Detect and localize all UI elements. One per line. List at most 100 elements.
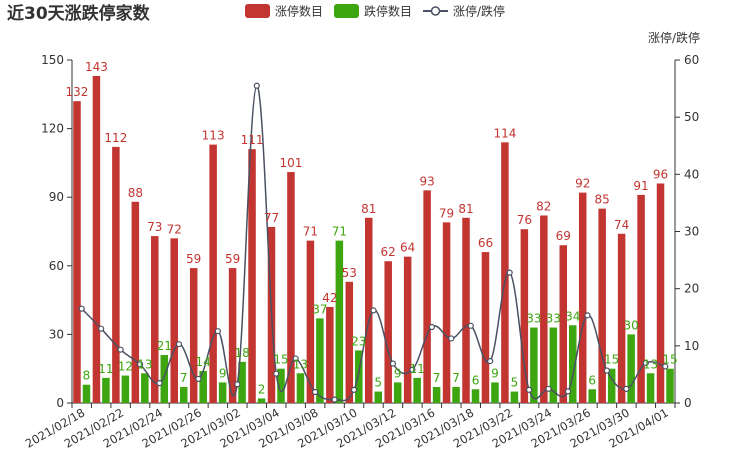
legend-swatch-limit-up — [245, 4, 270, 18]
bar-limit-down — [646, 373, 655, 403]
data-label-limit-up: 93 — [419, 174, 434, 188]
ratio-point — [662, 363, 669, 370]
data-label-limit-up: 113 — [202, 129, 225, 143]
ratio-point — [136, 361, 144, 368]
bar-limit-up — [403, 256, 412, 403]
right-axis-tick-label: 20 — [684, 282, 699, 296]
ratio-point — [234, 381, 241, 388]
data-label-limit-up: 85 — [595, 193, 610, 207]
data-label-limit-down: 13 — [293, 357, 308, 371]
data-label-limit-down: 6 — [472, 373, 480, 387]
ratio-line-path — [81, 84, 666, 402]
left-axis-tick-label: 60 — [49, 259, 64, 273]
data-label-limit-down: 11 — [410, 362, 425, 376]
data-label-limit-up: 53 — [342, 266, 357, 280]
bar-limit-down — [374, 391, 382, 403]
data-label-limit-up: 92 — [575, 177, 590, 191]
legend-label-ratio: 涨停/跌停 — [453, 4, 505, 19]
legend-item-limit-up[interactable]: 涨停数目 — [245, 4, 323, 19]
bar-limit-up — [345, 281, 354, 403]
ratio-point — [642, 359, 649, 367]
data-label-limit-up: 82 — [536, 199, 551, 213]
legend-label-limit-up: 涨停数目 — [275, 4, 323, 19]
bar-limit-up — [481, 252, 490, 403]
data-label-limit-down: 7 — [433, 371, 441, 385]
ratio-point — [273, 370, 280, 377]
bar-limit-down — [277, 368, 285, 403]
data-label-limit-up: 72 — [167, 222, 182, 236]
data-label-limit-up: 143 — [85, 60, 108, 74]
bar-limit-down — [355, 350, 363, 403]
data-label-limit-down: 15 — [662, 353, 677, 367]
data-label-limit-down: 71 — [332, 225, 347, 239]
ratio-point — [545, 385, 552, 392]
bar-limit-down — [218, 382, 227, 403]
bar-limit-up — [287, 172, 295, 403]
legend-item-limit-down[interactable]: 跌停数目 — [334, 4, 412, 19]
ratio-point — [175, 341, 183, 348]
data-label-limit-up: 96 — [653, 167, 668, 181]
ratio-point — [506, 269, 513, 276]
bar-limit-down — [316, 318, 324, 403]
bar-limit-down — [491, 382, 499, 403]
ratio-point — [623, 385, 630, 392]
bar-limit-up — [598, 208, 606, 403]
bar-limit-up — [384, 261, 392, 403]
data-label-limit-down: 7 — [180, 371, 188, 385]
right-axis-tick-label: 0 — [684, 396, 692, 410]
data-label-limit-up: 81 — [361, 202, 376, 216]
ratio-point — [253, 82, 260, 89]
data-label-limit-down: 7 — [452, 371, 460, 385]
data-label-limit-down: 5 — [374, 376, 382, 390]
data-label-limit-down: 18 — [234, 346, 249, 360]
bar-limit-up — [326, 306, 334, 403]
data-label-limit-up: 66 — [478, 236, 493, 250]
data-label-limit-down: 8 — [83, 369, 91, 383]
bar-limit-down — [452, 386, 460, 403]
bar-limit-up — [520, 229, 529, 403]
bar-limit-down — [432, 386, 441, 403]
bar-limit-up — [637, 194, 645, 403]
data-label-limit-up: 101 — [279, 156, 302, 170]
bar-limit-up — [423, 190, 431, 403]
bar-limit-up — [170, 238, 178, 403]
data-label-limit-up: 42 — [322, 291, 337, 305]
bars — [73, 76, 674, 404]
bar-limit-down — [569, 325, 577, 403]
bar-limit-up — [151, 236, 159, 403]
data-label-limit-down: 37 — [312, 302, 327, 316]
data-label-limit-down: 9 — [394, 366, 402, 380]
bar-limit-up — [578, 192, 587, 403]
bar-limit-down — [627, 334, 635, 403]
right-axis-tick-label: 60 — [684, 53, 699, 67]
ratio-point — [350, 386, 358, 393]
bar-limit-up — [92, 76, 101, 404]
data-label-limit-up: 77 — [264, 211, 279, 225]
ratio-point — [292, 355, 299, 362]
bar-limit-up — [501, 142, 509, 403]
ratio-point — [117, 346, 124, 353]
bar-limit-up — [617, 233, 626, 403]
ratio-point — [428, 323, 435, 331]
legend-item-ratio[interactable]: 涨停/跌停 — [423, 4, 505, 19]
bar-limit-down — [335, 240, 344, 403]
bar-limit-down — [296, 373, 305, 403]
ratio-point — [78, 305, 85, 312]
right-axis-ticks: 0 10 20 30 40 50 60 — [675, 53, 699, 410]
right-axis-tick-label: 50 — [684, 110, 699, 124]
bar-limit-down — [199, 370, 207, 403]
data-label-limit-up: 111 — [241, 133, 264, 147]
data-label-limit-down: 11 — [98, 362, 113, 376]
bar-limit-down — [471, 389, 480, 403]
bar-limit-down — [530, 327, 538, 403]
data-label-limit-down: 9 — [219, 366, 227, 380]
data-label-limit-down: 12 — [118, 360, 133, 374]
left-axis-tick-label: 150 — [41, 53, 64, 67]
bar-limit-up — [228, 268, 237, 403]
ratio-point — [98, 325, 105, 332]
ratio-point — [389, 360, 397, 367]
ratio-point — [409, 366, 416, 373]
data-label-limit-up: 71 — [303, 225, 318, 239]
data-label-limit-down: 21 — [157, 339, 172, 353]
ratio-point — [370, 307, 377, 314]
